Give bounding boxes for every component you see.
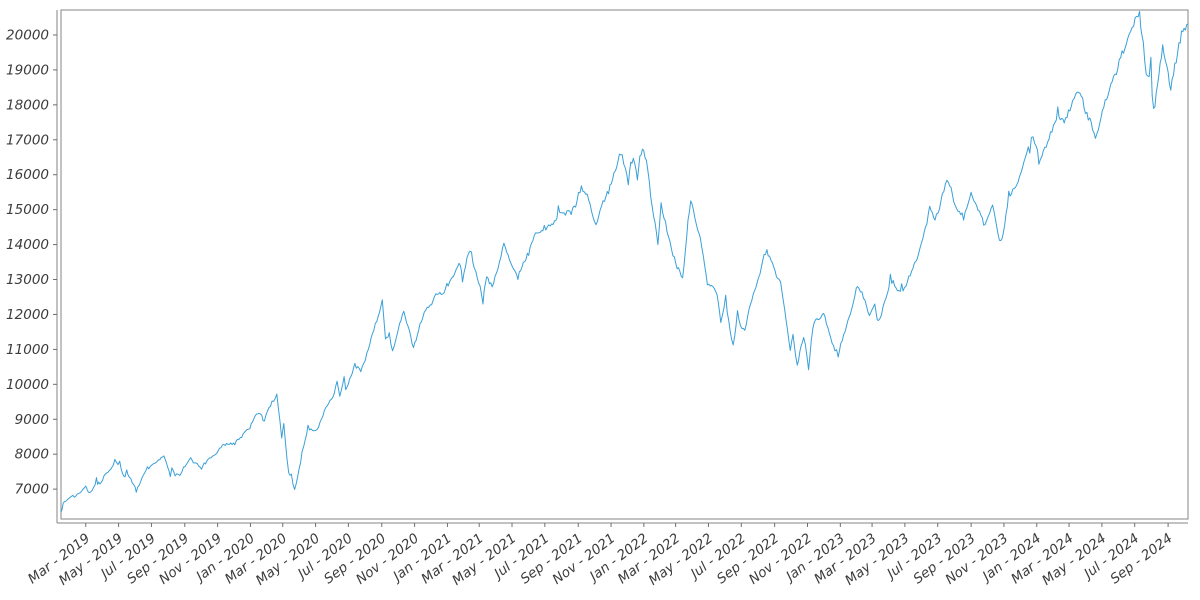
y-tick-label: 10000 bbox=[6, 377, 49, 393]
y-tick-label: 11000 bbox=[6, 342, 49, 358]
y-tick-label: 18000 bbox=[6, 97, 49, 113]
y-tick-label: 14000 bbox=[6, 237, 49, 253]
y-tick-label: 12000 bbox=[6, 307, 49, 323]
y-tick-label: 19000 bbox=[6, 62, 49, 78]
y-tick-label: 15000 bbox=[6, 202, 49, 218]
y-tick-label: 17000 bbox=[6, 132, 49, 148]
y-tick-label: 7000 bbox=[15, 482, 49, 498]
y-tick-label: 16000 bbox=[6, 167, 49, 183]
price-series-line bbox=[60, 10, 1189, 513]
y-tick-label: 9000 bbox=[15, 412, 49, 428]
y-tick-label: 20000 bbox=[6, 27, 49, 43]
y-tick-label: 13000 bbox=[6, 272, 49, 288]
plot-frame bbox=[60, 9, 1189, 520]
y-tick-label: 8000 bbox=[15, 447, 49, 463]
